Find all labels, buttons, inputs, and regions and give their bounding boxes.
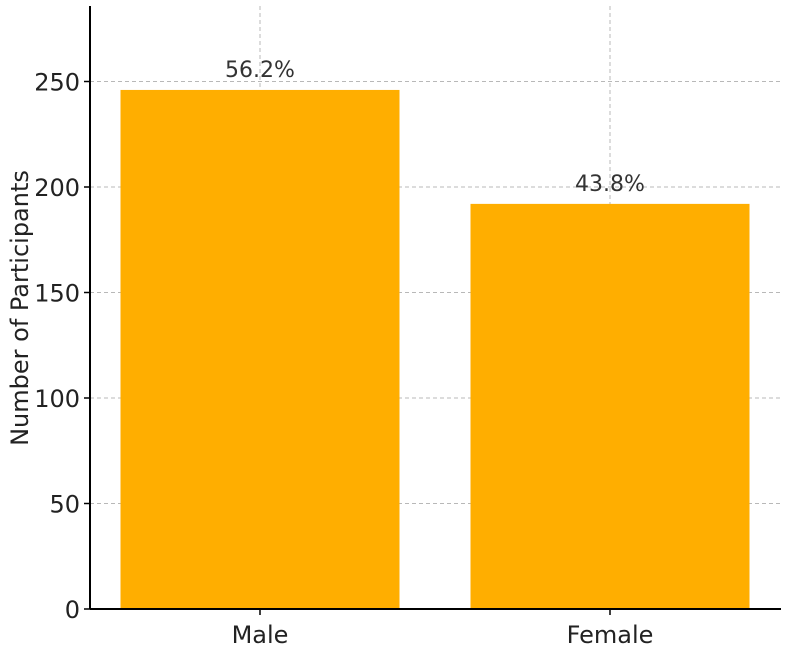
y-ticks-layer: 0 50 100 150 200 250	[34, 69, 90, 624]
y-tick-label: 200	[34, 174, 80, 202]
axes-layer	[89, 6, 781, 610]
y-tick-label: 150	[34, 280, 80, 308]
y-tick-label: 100	[34, 385, 80, 413]
y-axis-title: Number of Participants	[6, 170, 34, 446]
x-tick-label: Male	[232, 621, 289, 647]
y-tick-label: 250	[34, 69, 80, 97]
x-ticks-layer: Male Female	[232, 609, 654, 647]
bar	[470, 203, 750, 609]
bar-value-label: 43.8%	[575, 172, 645, 197]
bar	[120, 89, 400, 609]
x-tick-label: Female	[567, 621, 654, 647]
bars-layer	[120, 89, 750, 609]
y-tick-label: 0	[65, 596, 80, 624]
bar-value-label: 56.2%	[225, 58, 295, 83]
y-tick-label: 50	[49, 491, 80, 519]
value-labels-layer: 56.2% 43.8%	[225, 58, 645, 197]
